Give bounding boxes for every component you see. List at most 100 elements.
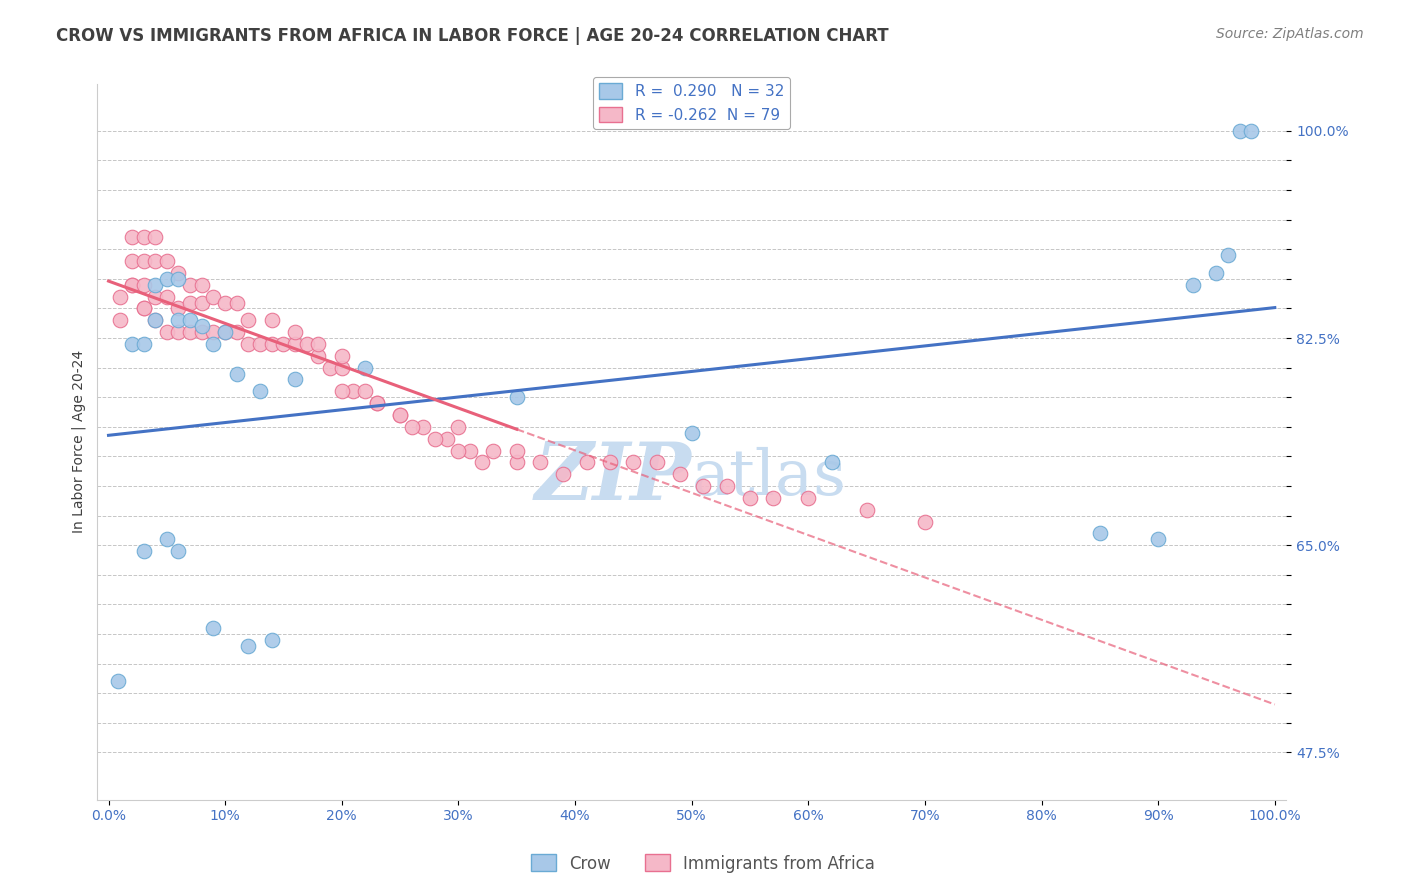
Point — [645, 455, 668, 469]
Point — [202, 290, 225, 304]
Point — [1229, 124, 1251, 138]
Point — [366, 396, 388, 410]
Point — [202, 621, 225, 635]
Legend: R =  0.290   N = 32, R = -0.262  N = 79: R = 0.290 N = 32, R = -0.262 N = 79 — [593, 77, 790, 128]
Point — [167, 301, 190, 316]
Point — [506, 390, 529, 404]
Point — [458, 443, 481, 458]
Text: Source: ZipAtlas.com: Source: ZipAtlas.com — [1216, 27, 1364, 41]
Point — [108, 313, 131, 327]
Point — [225, 325, 247, 339]
Point — [738, 491, 761, 505]
Point — [132, 301, 155, 316]
Point — [225, 295, 247, 310]
Point — [342, 384, 364, 399]
Point — [156, 290, 179, 304]
Point — [599, 455, 621, 469]
Point — [214, 325, 236, 339]
Point — [167, 325, 190, 339]
Point — [260, 313, 283, 327]
Point — [143, 290, 166, 304]
Point — [1147, 533, 1170, 547]
Point — [284, 372, 307, 386]
Point — [121, 277, 143, 292]
Point — [167, 272, 190, 286]
Point — [553, 467, 575, 482]
Point — [179, 325, 201, 339]
Text: CROW VS IMMIGRANTS FROM AFRICA IN LABOR FORCE | AGE 20-24 CORRELATION CHART: CROW VS IMMIGRANTS FROM AFRICA IN LABOR … — [56, 27, 889, 45]
Point — [506, 455, 529, 469]
Point — [167, 313, 190, 327]
Point — [191, 325, 214, 339]
Point — [482, 443, 505, 458]
Point — [132, 254, 155, 268]
Y-axis label: In Labor Force | Age 20-24: In Labor Force | Age 20-24 — [72, 350, 86, 533]
Point — [1218, 248, 1240, 262]
Point — [506, 443, 529, 458]
Point — [354, 384, 377, 399]
Point — [621, 455, 644, 469]
Point — [238, 337, 260, 351]
Point — [156, 325, 179, 339]
Point — [681, 425, 703, 440]
Point — [249, 337, 271, 351]
Point — [238, 313, 260, 327]
Point — [167, 266, 190, 280]
Point — [191, 295, 214, 310]
Point — [284, 325, 307, 339]
Point — [260, 632, 283, 647]
Point — [855, 502, 877, 516]
Point — [447, 443, 470, 458]
Point — [412, 420, 434, 434]
Point — [436, 432, 458, 446]
Point — [1205, 266, 1227, 280]
Point — [225, 367, 247, 381]
Point — [179, 277, 201, 292]
Point — [143, 313, 166, 327]
Point — [121, 254, 143, 268]
Text: ZIP: ZIP — [534, 439, 692, 516]
Legend: Crow, Immigrants from Africa: Crow, Immigrants from Africa — [524, 847, 882, 880]
Point — [820, 455, 842, 469]
Point — [319, 360, 342, 375]
Point — [762, 491, 785, 505]
Point — [179, 313, 201, 327]
Point — [389, 408, 412, 422]
Point — [108, 290, 131, 304]
Point — [238, 639, 260, 653]
Point — [284, 337, 307, 351]
Point — [797, 491, 820, 505]
Point — [330, 360, 353, 375]
Point — [401, 420, 423, 434]
Point — [669, 467, 692, 482]
Point — [202, 337, 225, 351]
Point — [132, 301, 155, 316]
Point — [143, 230, 166, 244]
Point — [529, 455, 551, 469]
Point — [179, 295, 201, 310]
Point — [121, 337, 143, 351]
Point — [249, 384, 271, 399]
Point — [307, 349, 329, 363]
Point — [330, 349, 353, 363]
Point — [295, 337, 318, 351]
Point — [423, 432, 446, 446]
Point — [132, 337, 155, 351]
Point — [167, 544, 190, 558]
Point — [191, 277, 214, 292]
Point — [156, 272, 179, 286]
Point — [121, 277, 143, 292]
Point — [132, 277, 155, 292]
Point — [575, 455, 598, 469]
Point — [107, 674, 129, 689]
Point — [260, 337, 283, 351]
Point — [156, 254, 179, 268]
Point — [1088, 526, 1111, 541]
Point — [143, 254, 166, 268]
Point — [447, 420, 470, 434]
Point — [273, 337, 295, 351]
Point — [354, 360, 377, 375]
Point — [1240, 124, 1263, 138]
Point — [214, 295, 236, 310]
Point — [366, 396, 388, 410]
